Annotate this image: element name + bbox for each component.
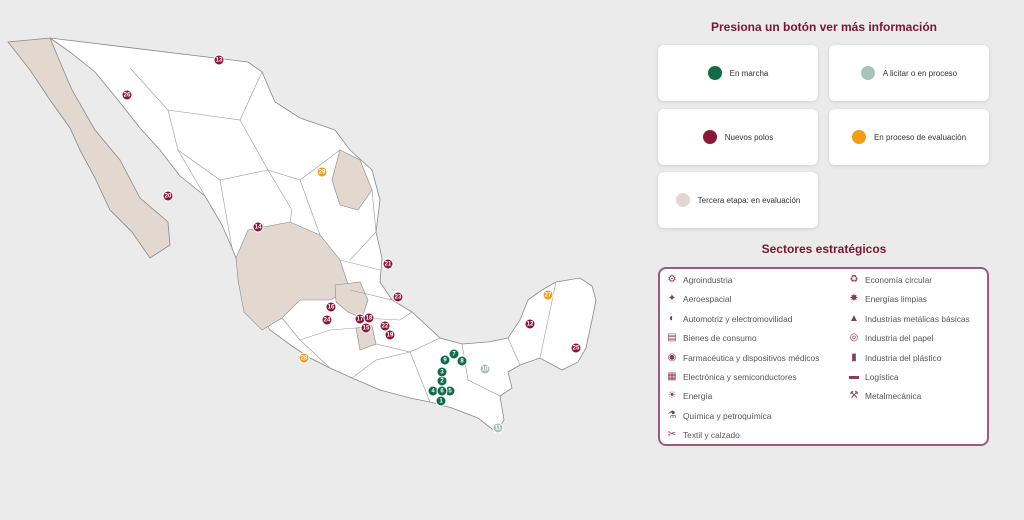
mexico-map: 1 2 3 4 5 6 7 8 9 10 11 12 13 14 15 16 17 18 19 20 21 22 23 24 2… [7,37,597,434]
recycle-icon: ♻ [849,274,859,285]
sector-left-2: ◐ Automotriz y electromovilidad [666,312,792,326]
sector-label: Agroindustria [683,275,733,285]
en-evaluacion-label: En proceso de evaluación [873,132,967,142]
region-coahuila-east [331,149,373,211]
sector-label: Metalmecánica [865,391,922,402]
sector-right-6: ⚒ Metalmecánica [848,389,922,403]
map-marker-19[interactable]: 19 [384,329,396,341]
tractor-icon: ⚙ [667,274,677,285]
map-marker-24[interactable]: 24 [321,314,333,326]
en-evaluacion-button[interactable]: En proceso de evaluación [829,109,989,165]
sector-label: Logística [865,372,899,382]
map-marker-15[interactable]: 15 [360,322,372,334]
wrench-icon: ⚒ [849,390,859,402]
map-marker-27[interactable]: 27 [542,289,554,301]
sector-left-5: ▦ Electrónica y semiconductores [666,370,797,384]
a-licitar-dot [860,66,875,80]
bottle-icon: ▮ [851,351,857,363]
sector-label: Farmacéutica y dispositivos médicos [683,352,820,363]
sector-label: Industria del papel [865,333,934,344]
a-licitar-label: A licitar o en proceso [882,68,958,78]
map-marker-12[interactable]: 12 [524,318,536,330]
map-marker-22[interactable]: 22 [379,320,391,332]
satellite-icon: ✦ [667,293,677,305]
sector-right-0: ♻ Economía circular [848,273,933,287]
sector-right-2: ▲ Industrias metálicas básicas [848,312,970,326]
sector-label: Bienes de consumo [683,333,757,344]
sector-left-8: ✂ Textil y calzado [666,428,740,442]
sector-right-1: ✸ Energías limpias [848,292,927,306]
map-marker-20[interactable]: 20 [162,190,174,202]
panel-title: Presiona un botón ver más información [710,20,938,34]
map-marker-26[interactable]: 26 [121,89,133,101]
lightbulb-icon: ☀ [667,390,677,402]
map-marker-1[interactable]: 1 [435,395,447,407]
sector-right-5: ▬ Logística [848,370,899,384]
truck-icon: ▬ [849,371,859,382]
info-panel: Presiona un botón ver más información En… [648,0,1000,520]
map-marker-11[interactable]: 11 [492,422,504,434]
flask-icon: ⚗ [667,409,677,421]
sector-right-4: ▮ Industria del plástico [848,351,941,365]
pills-icon: ◉ [667,351,677,363]
en-marcha-button[interactable]: En marcha [658,45,818,101]
nuevos-polos-dot [702,130,717,144]
sector-label: Energías limpias [865,294,927,305]
sector-left-7: ⚗ Química y petroquímica [666,409,772,423]
sewing-machine-icon: ✂ [667,429,677,441]
map-marker-25[interactable]: 25 [570,342,582,354]
en-marcha-label: En marcha [729,68,769,78]
tercera-etapa-button[interactable]: Tercera etapa: en evaluación [658,172,818,228]
sector-label: Automotriz y electromovilidad [683,313,793,324]
sector-left-4: ◉ Farmacéutica y dispositivos médicos [666,351,820,365]
chip-icon: ▦ [667,371,677,382]
map-marker-13[interactable]: 13 [213,54,225,66]
sectors-box: ⚙ Agroindustria ✦ Aeroespacial ◐ Automotriz y… [658,267,989,446]
sectors-title: Sectores estratégicos [761,242,887,256]
factory-icon: ▲ [849,312,859,324]
map-marker-6[interactable]: 6 [436,385,448,397]
map-marker-28[interactable]: 28 [298,352,310,364]
shopping-bag-icon: ▤ [667,332,677,344]
map-marker-9[interactable]: 9 [439,354,451,366]
map-marker-16[interactable]: 16 [325,301,337,313]
map-marker-21[interactable]: 21 [382,258,394,270]
map-marker-18[interactable]: 18 [363,312,375,324]
map-marker-29[interactable]: 29 [316,166,328,178]
map-marker-3[interactable]: 3 [436,366,448,378]
sector-label: Economía circular [865,275,933,285]
sector-label: Química y petroquímica [683,410,772,421]
map-marker-8[interactable]: 8 [456,355,468,367]
sector-label: Industrias metálicas básicas [865,313,970,324]
baja-california-region [7,37,171,259]
paper-roll-icon: ◎ [849,332,859,344]
mexico-map-svg [7,37,597,433]
sector-right-3: ◎ Industria del papel [848,331,934,345]
car-icon: ◐ [668,312,676,324]
a-licitar-button[interactable]: A licitar o en proceso [829,45,989,101]
tercera-etapa-dot [675,193,690,207]
map-marker-10[interactable]: 10 [479,363,491,375]
nuevos-polos-button[interactable]: Nuevos polos [658,109,818,165]
nuevos-polos-label: Nuevos polos [724,132,774,142]
sector-left-1: ✦ Aeroespacial [666,292,732,306]
sector-left-3: ▤ Bienes de consumo [666,331,757,345]
sector-label: Textil y calzado [683,430,740,441]
en-marcha-dot [707,66,722,80]
sector-label: Electrónica y semiconductores [683,372,797,382]
sector-label: Aeroespacial [683,294,732,305]
map-marker-23[interactable]: 23 [392,291,404,303]
wind-turbine-icon: ✸ [849,293,859,305]
en-evaluacion-dot [851,130,866,144]
sector-label: Energía [683,391,713,402]
sector-left-0: ⚙ Agroindustria [666,273,733,287]
sector-left-6: ☀ Energía [666,389,713,403]
sector-label: Industria del plástico [865,352,942,363]
map-marker-7[interactable]: 7 [448,348,460,360]
map-marker-14[interactable]: 14 [252,221,264,233]
tercera-etapa-label: Tercera etapa: en evaluación [697,195,801,205]
